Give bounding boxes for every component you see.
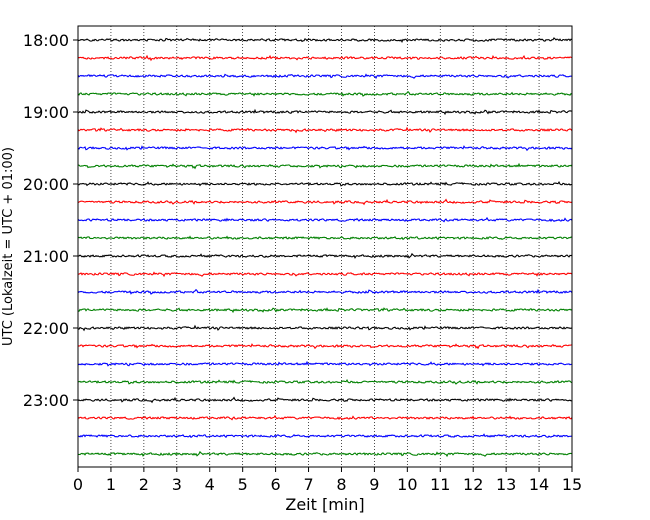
seismic-trace-line bbox=[77, 37, 573, 43]
x-tick-label: 2 bbox=[139, 475, 149, 494]
x-axis-ticks: 0 1 2 3 4 5 6 7 8 9 10 11 12 13 14 15 bbox=[73, 467, 582, 494]
seismic-trace-line bbox=[77, 126, 573, 134]
seismic-trace-line bbox=[77, 235, 573, 241]
seismic-trace-line bbox=[77, 90, 573, 97]
y-tick-label: 19:00 bbox=[23, 103, 69, 122]
y-axis-label: UTC (Lokalzeit = UTC + 01:00) bbox=[1, 147, 16, 346]
y-tick-label: 23:00 bbox=[23, 391, 69, 410]
seismic-trace-line bbox=[77, 396, 573, 404]
y-tick-label: 18:00 bbox=[23, 31, 69, 50]
seismic-trace-line bbox=[77, 307, 573, 314]
x-tick-label: 0 bbox=[73, 475, 83, 494]
seismic-trace-line bbox=[77, 414, 573, 421]
seismic-traces bbox=[77, 37, 573, 458]
x-tick-label: 5 bbox=[238, 475, 248, 494]
seismic-trace-line bbox=[77, 450, 573, 458]
seismic-trace-line bbox=[77, 271, 573, 278]
seismic-trace-line bbox=[77, 378, 573, 385]
seismic-trace-line bbox=[77, 324, 573, 332]
x-tick-label: 13 bbox=[496, 475, 516, 494]
x-tick-label: 14 bbox=[529, 475, 549, 494]
x-axis-label: Zeit [min] bbox=[285, 495, 364, 514]
y-tick-label: 21:00 bbox=[23, 247, 69, 266]
x-tick-label: 4 bbox=[205, 475, 215, 494]
y-tick-label: 20:00 bbox=[23, 175, 69, 194]
x-tick-label: 8 bbox=[336, 475, 346, 494]
seismic-trace-line bbox=[77, 162, 573, 170]
x-tick-label: 11 bbox=[430, 475, 450, 494]
x-tick-label: 1 bbox=[106, 475, 116, 494]
seismic-trace-line bbox=[77, 360, 573, 367]
x-tick-label: 10 bbox=[397, 475, 417, 494]
plot-frame bbox=[77, 25, 573, 468]
x-tick-label: 7 bbox=[303, 475, 313, 494]
x-tick-label: 3 bbox=[172, 475, 182, 494]
x-tick-label: 15 bbox=[562, 475, 582, 494]
seismic-trace-line bbox=[77, 108, 573, 116]
seismic-trace-line bbox=[77, 433, 573, 439]
y-tick-label: 22:00 bbox=[23, 319, 69, 338]
seismic-trace-line bbox=[77, 343, 573, 350]
seismic-trace-line bbox=[77, 216, 573, 223]
seismic-trace-line bbox=[77, 54, 573, 62]
seismic-trace-line bbox=[77, 252, 573, 259]
x-tick-label: 12 bbox=[463, 475, 483, 494]
x-tick-label: 9 bbox=[369, 475, 379, 494]
seismic-trace-line bbox=[77, 145, 573, 152]
seismic-trace-line bbox=[77, 73, 573, 80]
seismic-trace-line bbox=[77, 180, 573, 187]
y-axis-ticks: 18:00 19:00 20:00 21:00 22:00 23:00 bbox=[23, 31, 78, 410]
x-tick-label: 6 bbox=[271, 475, 281, 494]
seismic-trace-line bbox=[77, 288, 573, 295]
seismic-trace-line bbox=[77, 198, 573, 206]
